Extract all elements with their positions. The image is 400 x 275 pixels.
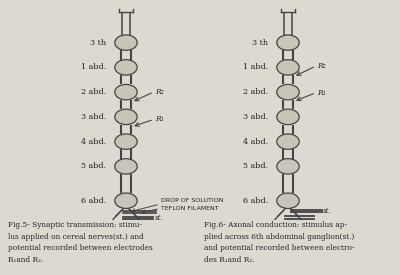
Text: des R₁and R₂.: des R₁and R₂. — [204, 256, 255, 264]
Text: R₁and R₂.: R₁and R₂. — [8, 256, 43, 264]
Circle shape — [115, 134, 137, 149]
Text: 2 abd.: 2 abd. — [81, 88, 106, 96]
Text: 1 abd.: 1 abd. — [243, 63, 268, 72]
Circle shape — [277, 84, 299, 100]
Circle shape — [115, 159, 137, 174]
Text: 6 abd.: 6 abd. — [81, 197, 106, 205]
Text: 4 abd.: 4 abd. — [81, 138, 106, 146]
Text: TEFLON FILAMENT: TEFLON FILAMENT — [161, 206, 218, 211]
Text: 1 abd.: 1 abd. — [81, 63, 106, 72]
Text: Fig.5- Synaptic transmission: stimu-: Fig.5- Synaptic transmission: stimu- — [8, 221, 142, 229]
Text: 6 abd.: 6 abd. — [243, 197, 268, 205]
Text: 5 abd.: 5 abd. — [243, 162, 268, 170]
Circle shape — [115, 35, 137, 50]
Text: 3 abd.: 3 abd. — [81, 113, 106, 121]
Text: 3 abd.: 3 abd. — [243, 113, 268, 121]
Text: and potential recorded between electro-: and potential recorded between electro- — [204, 244, 354, 252]
Text: R₂: R₂ — [155, 88, 164, 96]
Text: 5 abd.: 5 abd. — [81, 162, 106, 170]
Circle shape — [115, 84, 137, 100]
Circle shape — [277, 159, 299, 174]
Circle shape — [277, 35, 299, 50]
Text: R₁: R₁ — [155, 115, 164, 123]
Text: potential recorded between electrodes: potential recorded between electrodes — [8, 244, 153, 252]
Text: st.: st. — [155, 214, 164, 222]
Circle shape — [115, 109, 137, 125]
Text: R₂: R₂ — [317, 62, 326, 70]
Circle shape — [115, 193, 137, 208]
Text: 2 abd.: 2 abd. — [243, 88, 268, 96]
Text: DROP OF SOLUTION: DROP OF SOLUTION — [161, 199, 223, 204]
Text: st.: st. — [323, 207, 332, 215]
Text: Fig.6- Axonal conduction: stimulus ap-: Fig.6- Axonal conduction: stimulus ap- — [204, 221, 347, 229]
Circle shape — [277, 193, 299, 208]
Circle shape — [277, 60, 299, 75]
Text: plied across 6th abdominal ganglion(st.): plied across 6th abdominal ganglion(st.) — [204, 233, 354, 241]
Text: R₁: R₁ — [317, 89, 326, 97]
Text: lus applied on cereal nerves(st.) and: lus applied on cereal nerves(st.) and — [8, 233, 144, 241]
Circle shape — [277, 134, 299, 149]
Text: 3 th: 3 th — [90, 39, 106, 47]
Text: 4 abd.: 4 abd. — [243, 138, 268, 146]
Circle shape — [277, 109, 299, 125]
Circle shape — [115, 60, 137, 75]
Text: 3 th: 3 th — [252, 39, 268, 47]
